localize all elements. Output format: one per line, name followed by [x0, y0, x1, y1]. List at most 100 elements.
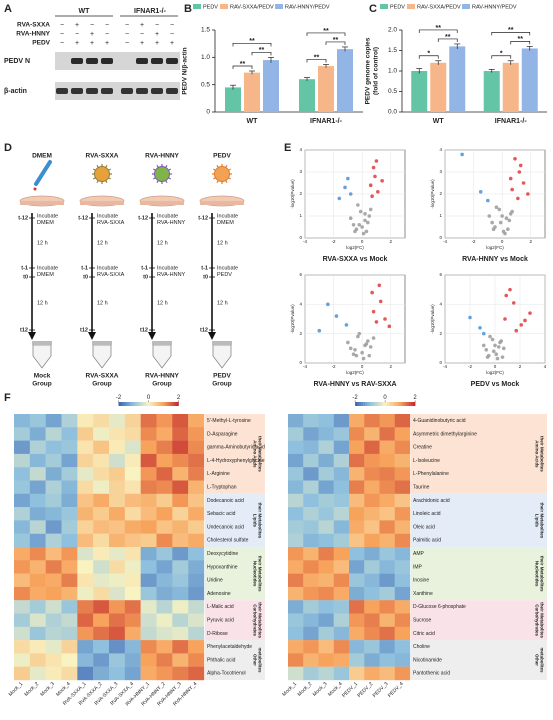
row-label: Asymmetric dimethylarginine — [413, 431, 477, 437]
heat-cell — [77, 427, 94, 441]
heat-cell — [140, 414, 157, 428]
y-tick-label: 1 — [299, 213, 302, 218]
point — [356, 334, 360, 339]
legend-label: RAV-HNNY/PEDV — [285, 4, 330, 10]
panel-letter: C — [369, 3, 377, 15]
heat-cell — [93, 613, 110, 627]
colorbar-step — [361, 402, 364, 406]
sig-label: ** — [508, 27, 514, 34]
heat-cell — [124, 427, 141, 441]
blot-sign: − — [125, 22, 129, 29]
y-tick-label: 0 — [299, 235, 302, 240]
heat-cell — [172, 467, 189, 481]
heat-cell — [303, 520, 319, 534]
heat-cell — [379, 467, 395, 481]
row-label: Oleic acid — [413, 524, 435, 530]
blot-sign: + — [155, 40, 159, 47]
point — [368, 345, 373, 349]
heat-cell — [364, 453, 380, 468]
incubate-label: RVA-HNNY — [157, 272, 186, 278]
heat-cell — [188, 653, 205, 667]
x-axis-label: log2(FC) — [486, 370, 504, 375]
heat-cell — [77, 507, 94, 521]
blot-sign: + — [170, 40, 174, 47]
y-axis-label: (fold of control) — [373, 47, 380, 95]
group-band — [205, 493, 265, 547]
blot-sign: − — [60, 40, 64, 47]
heat-cell — [188, 493, 205, 508]
sig-label: ** — [518, 36, 524, 43]
point — [326, 302, 330, 307]
incubate-label: Incubate — [97, 213, 118, 219]
heat-cell — [14, 533, 31, 548]
point — [351, 352, 356, 357]
panel-letter: E — [284, 142, 291, 154]
heat-cell — [156, 586, 173, 601]
y-tick-label: 4 — [299, 302, 302, 307]
sig-bracket — [232, 42, 272, 47]
row-label: AMP — [413, 551, 425, 557]
point — [497, 207, 502, 212]
heat-cell — [379, 453, 395, 468]
column-label: Mock_1 — [281, 681, 298, 698]
legend-swatch — [275, 4, 283, 9]
heat-cell — [364, 427, 380, 441]
row-label: L-Arginine — [207, 471, 230, 477]
heat-cell — [288, 467, 304, 481]
heat-cell — [14, 547, 31, 561]
heat-cell — [124, 573, 141, 588]
incubate-label: Incubate — [157, 265, 178, 271]
point — [356, 203, 360, 207]
point — [490, 337, 495, 342]
row-label: Cholesterol sulfate — [207, 538, 249, 544]
heat-cell — [318, 493, 334, 508]
group-label: Carbohydrates — [534, 604, 539, 636]
incubate-label: Incubate — [37, 265, 58, 271]
heat-cell — [303, 440, 319, 455]
sig-bracket — [491, 55, 512, 59]
heat-cell — [288, 653, 304, 667]
colorbar-label: -2 — [352, 395, 358, 401]
heat-cell — [14, 480, 31, 494]
blot-sign: − — [105, 31, 109, 38]
duration-label: 12 h — [217, 300, 228, 306]
heat-cell — [318, 427, 334, 441]
point — [487, 214, 492, 218]
heat-cell — [318, 653, 334, 667]
heat-cell — [45, 547, 62, 561]
incubate-label: Incubate — [37, 213, 58, 219]
row-label: Phthalic acid — [207, 657, 236, 663]
heat-cell — [172, 533, 189, 548]
incubate-label: DMEM — [37, 272, 54, 278]
point — [377, 283, 382, 288]
heat-cell — [140, 573, 157, 588]
point — [357, 331, 362, 336]
heat-cell — [124, 560, 141, 574]
heat-cell — [156, 520, 173, 534]
legend-swatch — [462, 4, 470, 9]
y-axis-label: -log10(Pvalue) — [430, 179, 435, 209]
bar — [449, 46, 466, 112]
heat-cell — [14, 653, 31, 667]
heat-cell — [124, 414, 141, 428]
row-label: L-4-Hydroxyphenylglycine — [207, 458, 265, 464]
group-label: PEDV — [213, 373, 231, 380]
heat-cell — [29, 427, 46, 441]
heat-cell — [14, 427, 31, 441]
blot-sign: + — [140, 40, 144, 47]
sig-bracket — [418, 29, 458, 33]
heat-cell — [14, 626, 31, 641]
time-label: t12 — [80, 327, 88, 333]
time-label: t-12 — [78, 215, 88, 221]
y-tick-label: 1.5 — [388, 47, 397, 54]
heat-cell — [124, 613, 141, 627]
heat-cell — [45, 626, 62, 641]
plot-title: RVA-HNNY vs RAV-SXXA — [313, 381, 396, 388]
plot-title: RVA-HNNY vs Mock — [462, 256, 528, 263]
heat-cell — [140, 480, 157, 494]
blot-sign: − — [105, 22, 109, 29]
group-label: their Metabolites — [539, 503, 544, 539]
time-label: t-1 — [21, 265, 28, 271]
heat-cell — [333, 666, 350, 681]
heat-cell — [318, 440, 334, 455]
